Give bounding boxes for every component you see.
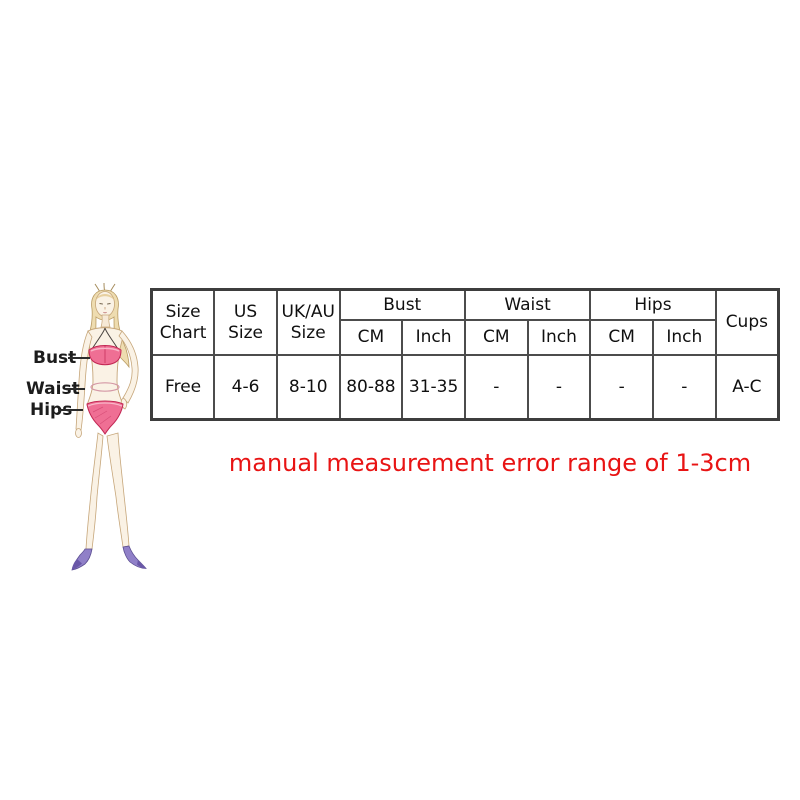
header-waist-cm: CM [463, 319, 529, 356]
right-arm [118, 330, 139, 410]
header-waist: Waist [463, 288, 592, 321]
header-us-size: US Size [213, 288, 278, 356]
header-bust-cm: CM [338, 319, 404, 356]
header-hips-inch: Inch [652, 319, 717, 356]
waist-label: Waist [26, 379, 80, 399]
header-size-chart: Size Chart [150, 288, 216, 356]
cell-waist-cm: - [463, 354, 529, 421]
size-chart-table: Size Chart US Size UK/AU Size Bust Waist… [150, 288, 780, 421]
header-waist-inch: Inch [526, 319, 592, 356]
cell-bust-cm: 80-88 [338, 354, 404, 421]
cell-hips-inch: - [652, 354, 717, 421]
bikini-bottom [86, 400, 124, 435]
cell-us-size: 4-6 [213, 354, 278, 421]
cell-uk-au-size: 8-10 [275, 354, 341, 421]
header-hips-cm: CM [589, 319, 654, 356]
woman-figure-sketch [71, 283, 147, 571]
header-uk-au-size: UK/AU Size [275, 288, 341, 356]
cell-size: Free [150, 354, 216, 421]
legs [85, 432, 130, 550]
cell-cups: A-C [714, 354, 780, 421]
cell-waist-inch: - [526, 354, 592, 421]
head [95, 291, 115, 317]
face [99, 303, 111, 314]
cell-bust-inch: 31-35 [401, 354, 466, 421]
torso [86, 327, 124, 406]
table-row: Free 4-6 8-10 80-88 31-35 - - - - A-C [150, 354, 780, 421]
hips-label: Hips [30, 400, 73, 420]
header-bust: Bust [338, 288, 466, 321]
neck [100, 314, 111, 328]
bikini-top [88, 327, 122, 366]
left-arm [75, 330, 93, 438]
waist-measure-line [90, 382, 120, 392]
shoes [71, 545, 147, 571]
header-bust-inch: Inch [401, 319, 466, 356]
header-hips: Hips [589, 288, 717, 321]
waist-pointer-line [65, 388, 85, 390]
measurement-error-note: manual measurement error range of 1-3cm [228, 449, 752, 477]
hips-pointer-line [58, 409, 83, 411]
bust-label: Bust [33, 348, 77, 368]
header-cups: Cups [714, 288, 780, 356]
bust-pointer-line [68, 357, 90, 359]
cell-hips-cm: - [589, 354, 654, 421]
